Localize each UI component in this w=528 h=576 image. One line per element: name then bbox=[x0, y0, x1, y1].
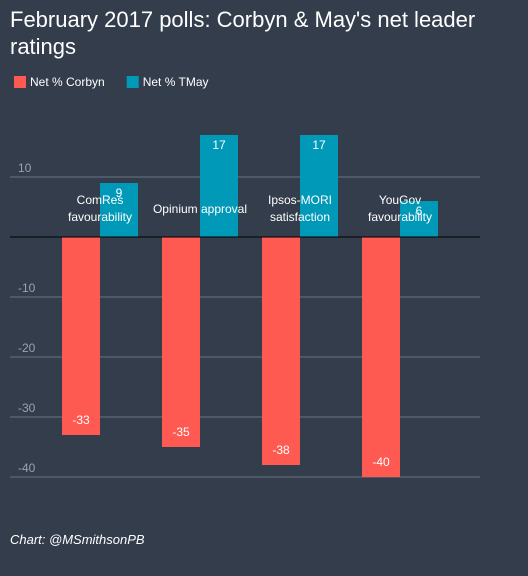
value-label: 9 bbox=[116, 186, 123, 200]
x-tick-label: Opinium approval bbox=[152, 201, 248, 216]
legend-swatch bbox=[14, 76, 26, 88]
x-tick-label: Ipsos-MORI satisfaction bbox=[267, 193, 332, 224]
value-label: -33 bbox=[72, 413, 90, 427]
y-tick-label: 10 bbox=[18, 161, 32, 175]
bar bbox=[362, 237, 400, 477]
value-label: -38 bbox=[272, 443, 290, 457]
bar bbox=[262, 237, 300, 465]
bar bbox=[162, 237, 200, 447]
source: Chart: @MSmithsonPB bbox=[10, 532, 145, 547]
legend-label: Net % Corbyn bbox=[30, 75, 105, 89]
y-tick-label: -30 bbox=[18, 401, 36, 415]
bar bbox=[300, 135, 338, 237]
chart-title: February 2017 polls: Corbyn & May's net … bbox=[10, 7, 476, 59]
bar bbox=[100, 183, 138, 237]
legend-label: Net % TMay bbox=[143, 75, 209, 89]
value-label: -40 bbox=[372, 455, 390, 469]
value-label: 17 bbox=[212, 138, 226, 152]
value-label: -35 bbox=[172, 425, 190, 439]
bar bbox=[62, 237, 100, 435]
legend-swatch bbox=[126, 76, 139, 88]
y-tick-label: -10 bbox=[18, 281, 36, 295]
bar bbox=[400, 201, 438, 237]
bar bbox=[200, 135, 238, 237]
y-tick-label: -40 bbox=[18, 461, 36, 475]
y-tick-label: -20 bbox=[18, 341, 36, 355]
x-tick-label: YouGov favourability bbox=[367, 193, 433, 224]
value-label: 17 bbox=[312, 138, 326, 152]
x-tick-label: ComRes favourability bbox=[67, 193, 133, 224]
value-label: 6 bbox=[416, 204, 423, 218]
